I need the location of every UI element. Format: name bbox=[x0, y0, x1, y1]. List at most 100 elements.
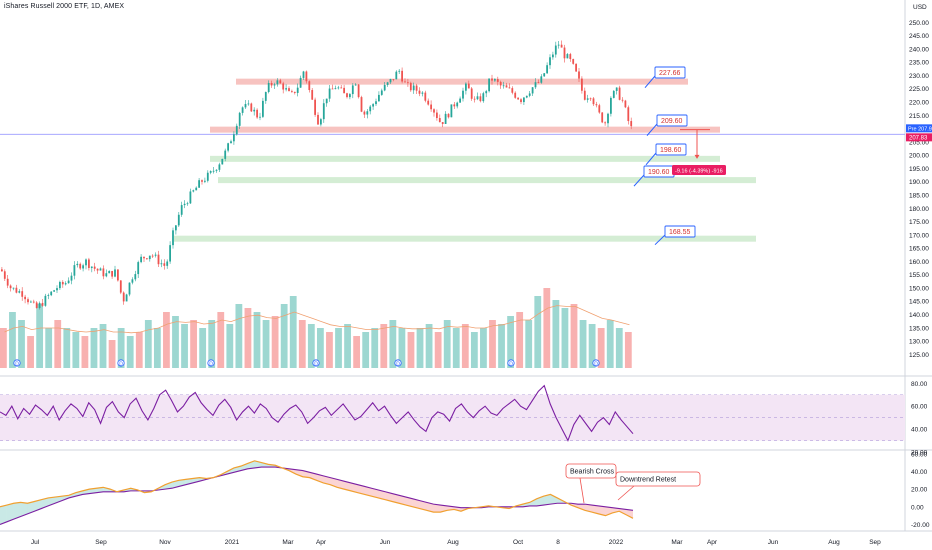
macd-fill bbox=[0, 505, 7, 525]
candle-body bbox=[424, 92, 427, 101]
time-axis-tick-label: 2022 bbox=[609, 539, 624, 546]
macd-axis-tick-label: -20.00 bbox=[911, 522, 930, 529]
candle-body bbox=[412, 85, 415, 91]
candle-body bbox=[517, 97, 519, 100]
candle-body bbox=[595, 104, 598, 106]
rsi-axis-tick-label: 40.00 bbox=[911, 427, 928, 434]
candle-body bbox=[479, 96, 482, 102]
dividend-marker bbox=[312, 359, 320, 367]
current-price-label: 207.83 bbox=[909, 135, 928, 141]
macd-fill bbox=[371, 488, 379, 498]
candle-body bbox=[380, 90, 383, 95]
signal-line bbox=[0, 466, 634, 525]
candle-body bbox=[612, 90, 615, 98]
time-axis-tick-label: Nov bbox=[159, 539, 171, 546]
volume-bar bbox=[117, 328, 125, 368]
macd-fill bbox=[357, 484, 365, 495]
level-label: 209.60 bbox=[661, 118, 683, 125]
level-callout-line bbox=[654, 234, 666, 246]
candle-body bbox=[563, 47, 566, 59]
candle-body bbox=[534, 82, 537, 88]
candle-body bbox=[125, 294, 128, 302]
candle-body bbox=[473, 98, 476, 100]
price-axis-tick-label: 240.00 bbox=[909, 46, 929, 53]
price-axis-tick-label: 225.00 bbox=[909, 86, 929, 93]
volume-bar bbox=[470, 332, 478, 368]
candle-body bbox=[340, 87, 343, 89]
volume-bar bbox=[244, 308, 252, 368]
annotation-box bbox=[615, 471, 701, 487]
candle-body bbox=[305, 71, 308, 82]
price-axis-tick-label: 130.00 bbox=[909, 339, 929, 346]
candle-body bbox=[177, 214, 180, 226]
candle-body bbox=[543, 73, 546, 77]
level-callout-line bbox=[645, 152, 657, 166]
candle-body bbox=[119, 280, 122, 293]
candle-body bbox=[175, 225, 177, 231]
candle-body bbox=[415, 85, 418, 91]
candle-body bbox=[27, 299, 29, 303]
volume-bar bbox=[416, 328, 424, 368]
volume-bar bbox=[624, 332, 632, 368]
volume-bar bbox=[461, 324, 469, 368]
candle-body bbox=[111, 270, 113, 277]
macd-fill bbox=[89, 488, 97, 494]
time-axis-tick-label: Oct bbox=[513, 539, 523, 546]
candle-body bbox=[421, 92, 424, 94]
rsi-axis-tick-label: 60.00 bbox=[911, 404, 928, 411]
candle-body bbox=[250, 103, 253, 112]
annotation-callout-line bbox=[617, 485, 635, 501]
price-axis-tick-label: 170.00 bbox=[909, 232, 929, 239]
volume-ma-line bbox=[4, 305, 630, 334]
volume-bar bbox=[579, 320, 587, 368]
candle-body bbox=[233, 134, 235, 142]
candle-body bbox=[630, 121, 633, 127]
candle-body bbox=[462, 90, 464, 99]
candle-body bbox=[383, 84, 386, 91]
candle-body bbox=[209, 171, 212, 173]
candle-body bbox=[3, 271, 6, 279]
candle-body bbox=[592, 98, 595, 105]
price-axis-tick-label: 235.00 bbox=[909, 60, 929, 67]
price-axis-tick-label: 245.00 bbox=[909, 33, 929, 40]
candle-body bbox=[621, 99, 624, 101]
candle-body bbox=[363, 111, 366, 115]
volume-bar bbox=[434, 332, 442, 368]
candle-body bbox=[59, 281, 61, 289]
candle-body bbox=[166, 261, 169, 266]
candle-body bbox=[102, 268, 105, 277]
candle-body bbox=[163, 263, 166, 266]
volume-bar bbox=[45, 328, 53, 368]
level-band-support bbox=[174, 235, 756, 242]
candle-body bbox=[279, 80, 282, 84]
level-callout-line bbox=[644, 75, 656, 88]
price-axis-tick-label: 215.00 bbox=[909, 113, 929, 120]
candle-body bbox=[525, 95, 528, 98]
volume-bar bbox=[190, 320, 197, 368]
candle-body bbox=[433, 109, 435, 113]
candle-body bbox=[328, 88, 331, 99]
volume-bar bbox=[344, 324, 351, 368]
candle-body bbox=[183, 203, 186, 206]
candle-body bbox=[554, 45, 557, 55]
candle-body bbox=[581, 78, 583, 91]
candle-body bbox=[575, 63, 577, 72]
candle-body bbox=[308, 81, 311, 91]
macd-fill bbox=[172, 480, 179, 489]
macd-fill bbox=[412, 498, 420, 509]
candle-body bbox=[343, 87, 345, 94]
candle-body bbox=[288, 88, 290, 92]
candle-body bbox=[241, 107, 244, 113]
candle-body bbox=[201, 180, 203, 182]
volume-bar bbox=[36, 304, 44, 368]
dividend-marker bbox=[117, 359, 125, 367]
volume-bar bbox=[615, 328, 623, 368]
candle-body bbox=[227, 143, 229, 151]
rsi-axis-tick-label: 20.00 bbox=[911, 450, 928, 457]
volume-bar bbox=[27, 336, 34, 368]
volume-bar bbox=[561, 308, 569, 368]
candle-body bbox=[549, 57, 551, 66]
candle-body bbox=[18, 291, 21, 293]
dividend-marker bbox=[207, 359, 215, 367]
